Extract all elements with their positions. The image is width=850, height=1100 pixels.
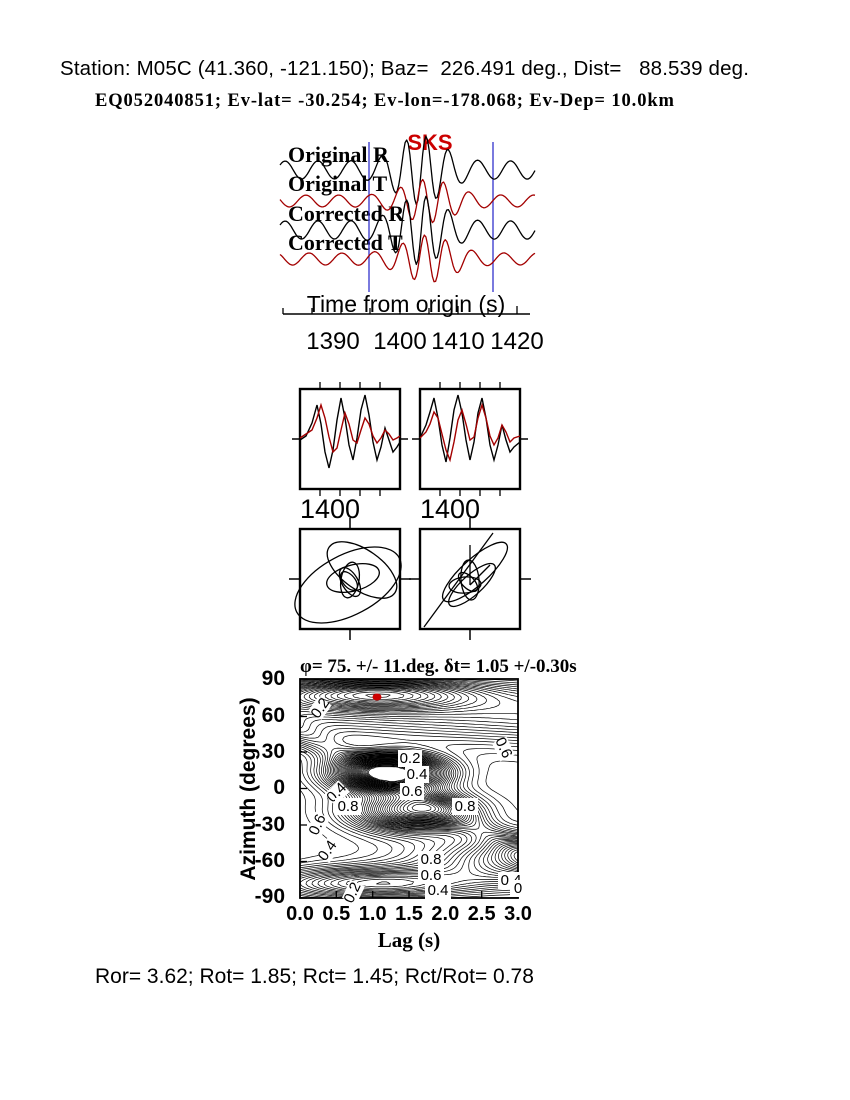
svg-text:0: 0 [514, 880, 522, 897]
svg-text:0.8: 0.8 [338, 798, 359, 815]
svg-text:0.4: 0.4 [315, 837, 341, 864]
svg-text:0.2: 0.2 [307, 695, 333, 722]
svg-text:0.4: 0.4 [407, 766, 428, 783]
svg-text:0.6: 0.6 [402, 783, 423, 800]
svg-text:0.6: 0.6 [305, 812, 329, 838]
svg-text:0.4: 0.4 [428, 882, 449, 899]
svg-text:0.8: 0.8 [421, 851, 442, 868]
svg-text:0.8: 0.8 [455, 798, 476, 815]
svg-text:0.2: 0.2 [340, 880, 364, 906]
svg-text:0.6: 0.6 [491, 735, 515, 761]
svg-text:0.2: 0.2 [400, 750, 421, 767]
